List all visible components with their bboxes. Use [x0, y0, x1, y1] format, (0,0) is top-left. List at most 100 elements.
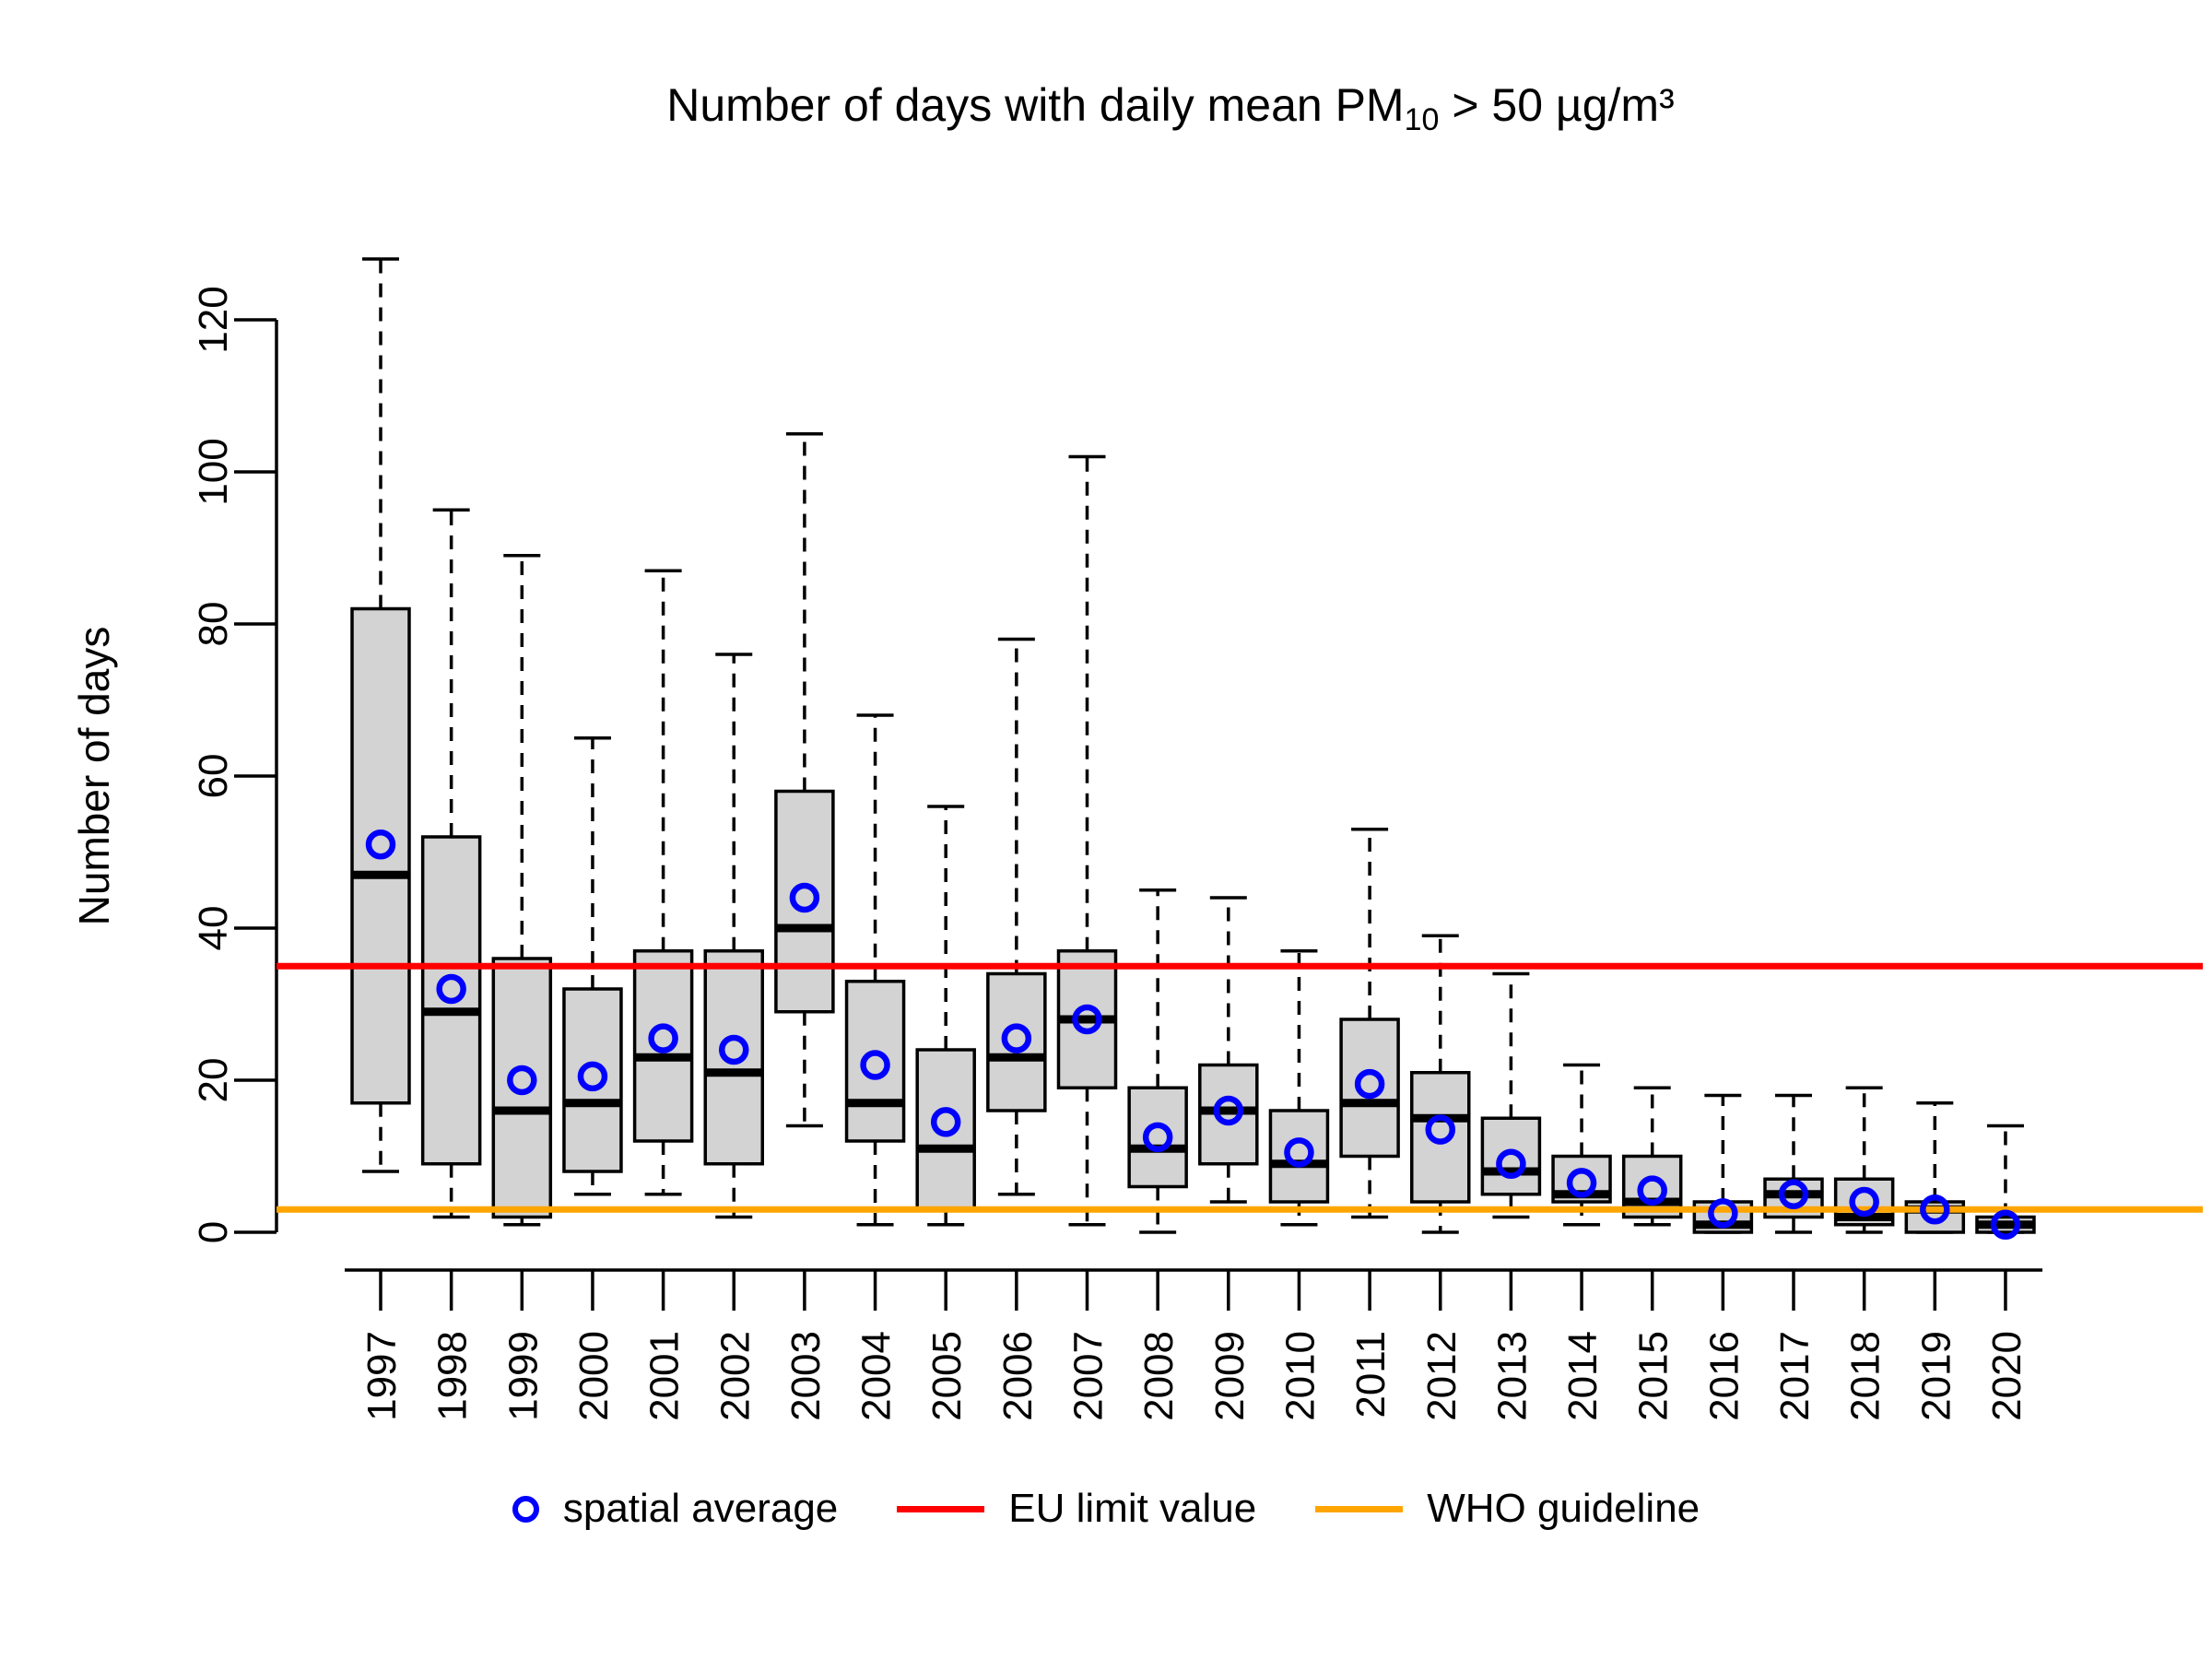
- mean-marker-2017: [1778, 1179, 1809, 1209]
- x-tick-label-2018: 2018: [1843, 1331, 1888, 1421]
- iqr-box: [1339, 1018, 1400, 1159]
- chart-title: Number of days with daily mean PM10 > 50…: [666, 79, 1674, 137]
- x-axis: 1997 1998 1999 2000 2001 2002 2003 2004 2005 2006…: [345, 1268, 2042, 1421]
- y-tick-label: 120: [191, 286, 236, 353]
- x-tick-label-2012: 2012: [1419, 1331, 1465, 1421]
- x-tick-label-2017: 2017: [1772, 1331, 1818, 1421]
- mean-marker-2013: [1496, 1148, 1526, 1179]
- x-tick-label-1998: 1998: [430, 1331, 476, 1421]
- iqr-box: [986, 971, 1047, 1112]
- x-tick-label-2013: 2013: [1489, 1331, 1535, 1421]
- y-tick-label: 40: [191, 906, 236, 951]
- mean-marker-2005: [930, 1107, 961, 1137]
- iqr-box: [350, 606, 411, 1105]
- x-tick-label-1999: 1999: [500, 1331, 546, 1421]
- boxplot-2020: [1975, 1124, 2036, 1234]
- mean-marker-2006: [1001, 1023, 1032, 1053]
- x-tick-label-2005: 2005: [924, 1331, 970, 1421]
- mean-marker-2004: [860, 1050, 890, 1080]
- boxplot-2010: [1268, 949, 1330, 1227]
- mean-marker-2009: [1213, 1095, 1244, 1126]
- iqr-box: [1268, 1109, 1330, 1204]
- mean-marker-2014: [1566, 1168, 1597, 1198]
- x-tick-label-2007: 2007: [1066, 1331, 1112, 1421]
- open-circle-marker-icon: [512, 1495, 539, 1523]
- boxplot-1999: [491, 554, 553, 1227]
- boxplot-2012: [1410, 934, 1471, 1234]
- iqr-box: [844, 980, 906, 1143]
- x-tick-label-2014: 2014: [1560, 1331, 1606, 1421]
- boxplot-2000: [562, 736, 623, 1196]
- legend-item-who-guideline: WHO guideline: [1315, 1486, 1700, 1532]
- x-tick-label-2016: 2016: [1701, 1331, 1747, 1421]
- legend-label-spatial-average: spatial average: [562, 1486, 839, 1531]
- iqr-box: [1127, 1086, 1188, 1189]
- mean-marker-2003: [789, 882, 820, 913]
- iqr-box: [774, 789, 835, 1014]
- mean-marker-1997: [365, 830, 396, 860]
- boxplot-2005: [915, 805, 976, 1227]
- mean-marker-2010: [1284, 1137, 1314, 1168]
- y-tick-label: 60: [191, 754, 236, 799]
- mean-marker-2008: [1142, 1122, 1173, 1153]
- iqr-box: [703, 949, 764, 1166]
- mean-marker-1999: [507, 1065, 537, 1096]
- y-axis: 0 20 40 60 80 100 120: [191, 286, 278, 1243]
- x-tick-label-2008: 2008: [1136, 1331, 1182, 1421]
- y-tick-label: 0: [191, 1221, 236, 1243]
- x-tick-label-2009: 2009: [1207, 1331, 1253, 1421]
- legend-label-who-guideline: WHO guideline: [1427, 1486, 1700, 1531]
- boxplot-2004: [844, 713, 906, 1227]
- legend-label-eu-limit: EU limit value: [1008, 1486, 1257, 1531]
- boxplot-2006: [986, 637, 1047, 1196]
- legend-item-eu-limit: EU limit value: [897, 1486, 1256, 1532]
- x-tick-label-2011: 2011: [1348, 1331, 1394, 1418]
- orange-line-marker-icon: [1315, 1505, 1404, 1512]
- boxplot-2002: [703, 653, 764, 1219]
- x-tick-label-2004: 2004: [854, 1331, 900, 1421]
- boxplot-2019: [1904, 1101, 1966, 1234]
- mean-marker-2007: [1072, 1004, 1102, 1035]
- mean-marker-1998: [436, 973, 466, 1005]
- mean-marker-2000: [577, 1061, 608, 1092]
- boxplot-2014: [1551, 1063, 1612, 1227]
- x-tick-label-2020: 2020: [1984, 1331, 2030, 1421]
- mean-marker-2015: [1637, 1175, 1667, 1206]
- mean-marker-2002: [719, 1034, 749, 1065]
- boxplot-2003: [774, 432, 835, 1128]
- boxplot-2013: [1480, 971, 1542, 1219]
- y-axis-title: Number of days: [70, 627, 118, 926]
- boxplot-2008: [1127, 888, 1188, 1234]
- x-tick-label-2002: 2002: [712, 1331, 758, 1421]
- mean-marker-2018: [1849, 1186, 1879, 1218]
- boxplot-1997: [350, 257, 411, 1173]
- iqr-box: [915, 1048, 976, 1211]
- mean-marker-2001: [648, 1023, 678, 1053]
- x-tick-label-2001: 2001: [642, 1331, 688, 1421]
- x-tick-label-2006: 2006: [995, 1331, 1041, 1421]
- boxplot-2001: [632, 569, 694, 1196]
- x-tick-label-2000: 2000: [571, 1331, 617, 1421]
- iqr-box: [632, 949, 694, 1143]
- y-tick-label: 20: [191, 1058, 236, 1103]
- boxplot-2007: [1056, 454, 1118, 1227]
- mean-marker-2020: [1990, 1209, 2021, 1240]
- mean-marker-2019: [1920, 1194, 1950, 1225]
- iqr-box: [562, 987, 623, 1173]
- iqr-box: [1480, 1116, 1542, 1196]
- red-line-marker-icon: [897, 1505, 985, 1512]
- mean-marker-2011: [1354, 1068, 1385, 1100]
- y-tick-label: 80: [191, 602, 236, 647]
- legend-item-spatial-average: spatial average: [512, 1486, 838, 1532]
- x-tick-label-2010: 2010: [1277, 1331, 1323, 1421]
- boxplot-1998: [420, 508, 482, 1219]
- mean-marker-2016: [1708, 1198, 1738, 1229]
- x-tick-label-1997: 1997: [359, 1331, 405, 1421]
- iqr-box: [1410, 1071, 1471, 1204]
- iqr-box: [491, 957, 553, 1219]
- legend: spatial average EU limit value WHO guide…: [0, 1486, 2212, 1532]
- boxplot-2018: [1833, 1086, 1895, 1234]
- x-tick-label-2015: 2015: [1631, 1331, 1677, 1421]
